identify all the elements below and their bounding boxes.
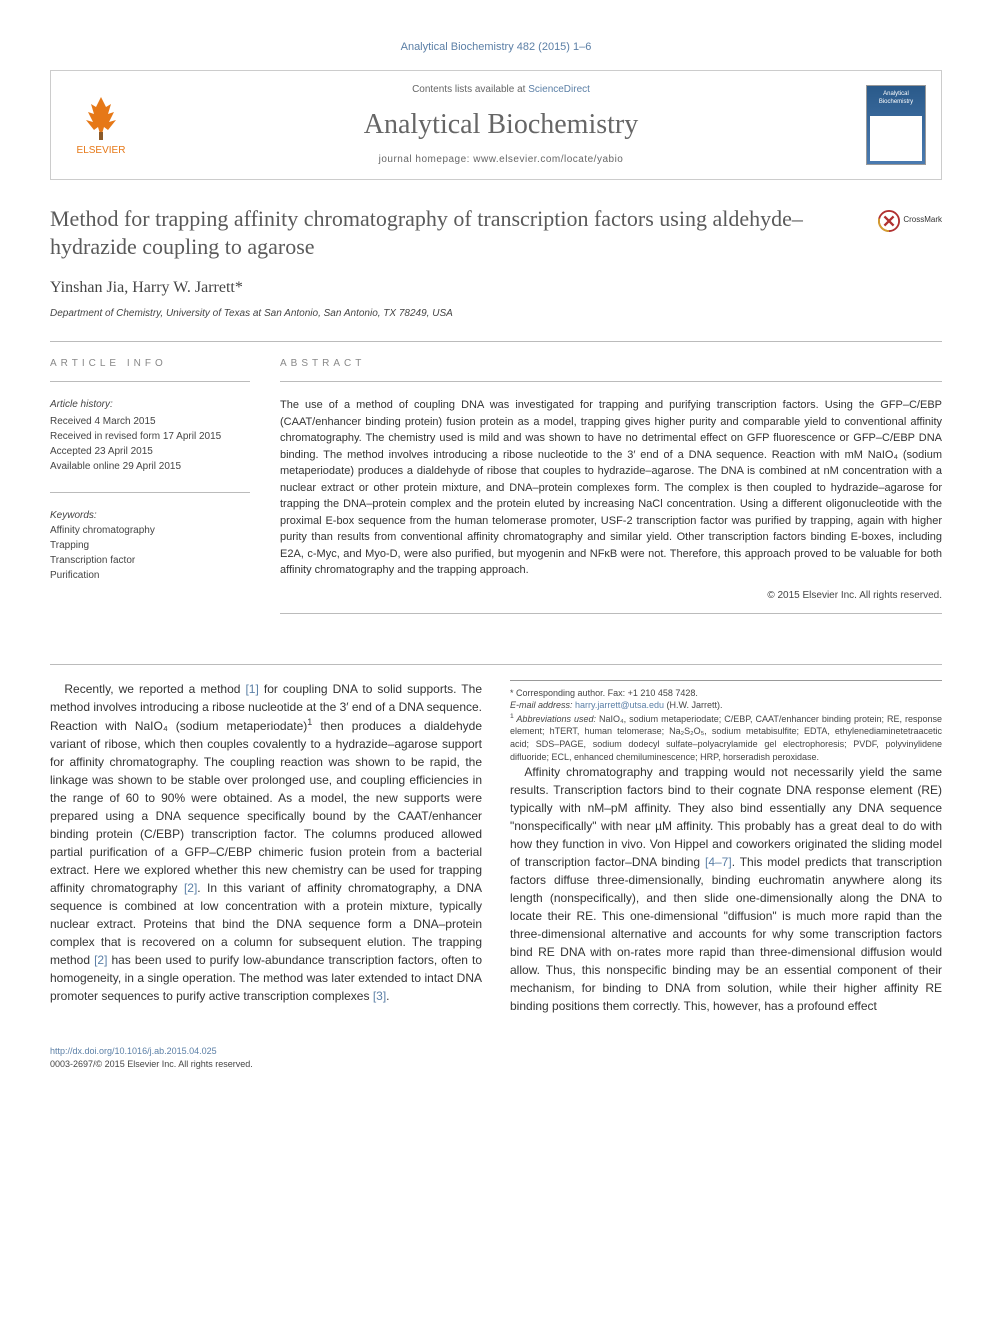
keyword: Trapping [50,538,250,553]
journal-reference: Analytical Biochemistry 482 (2015) 1–6 [50,40,942,55]
separator [50,341,942,342]
abstract-label: ABSTRACT [280,357,942,371]
citation-link[interactable]: [2] [94,953,107,967]
online-date: Available online 29 April 2015 [50,459,250,474]
abbreviations-footnote: 1 Abbreviations used: NaIO₄, sodium meta… [510,712,942,763]
keywords-label: Keywords: [50,510,97,521]
body-text: Recently, we reported a method [64,682,245,696]
citation-link[interactable]: [3] [373,989,386,1003]
accepted-date: Accepted 23 April 2015 [50,444,250,459]
history-label: Article history: [50,397,250,412]
footnotes: * Corresponding author. Fax: +1 210 458 … [510,680,942,764]
article-info-label: ARTICLE INFO [50,357,250,371]
homepage-label: journal homepage: [379,154,474,165]
body-paragraph: Affinity chromatography and trapping wou… [510,763,942,1015]
article-history: Article history: Received 4 March 2015 R… [50,397,250,474]
body-text: Affinity chromatography and trapping wou… [510,765,942,869]
authors: Yinshan Jia, Harry W. Jarrett* [50,277,942,299]
keyword: Purification [50,568,250,583]
keyword: Affinity chromatography [50,523,250,538]
homepage-url[interactable]: www.elsevier.com/locate/yabio [473,154,623,165]
email-label: E-mail address: [510,700,575,710]
contents-available-line: Contents lists available at ScienceDirec… [136,83,866,97]
crossmark-icon [878,210,900,232]
author-names: Yinshan Jia, Harry W. Jarrett [50,279,235,296]
homepage-line: journal homepage: www.elsevier.com/locat… [136,153,866,167]
email-author: (H.W. Jarrett). [664,700,723,710]
crossmark-badge[interactable]: CrossMark [878,210,942,232]
body-separator [50,664,942,665]
citation-link[interactable]: [1] [245,682,258,696]
journal-title: Analytical Biochemistry [136,105,866,144]
page-footer: http://dx.doi.org/10.1016/j.ab.2015.04.0… [50,1045,942,1070]
corresponding-marker: * [235,279,243,296]
header-center: Contents lists available at ScienceDirec… [136,83,866,166]
contents-text: Contents lists available at [412,84,528,95]
journal-header: ELSEVIER Contents lists available at Sci… [50,70,942,179]
body-text: then produces a dialdehyde variant of ri… [50,719,482,895]
abstract-copyright: © 2015 Elsevier Inc. All rights reserved… [280,589,942,603]
doi-link[interactable]: http://dx.doi.org/10.1016/j.ab.2015.04.0… [50,1046,217,1056]
keyword: Transcription factor [50,553,250,568]
body-text: . This model predicts that transcription… [510,855,942,1013]
keywords-block: Keywords: Affinity chromatography Trappi… [50,508,250,583]
citation-link[interactable]: [4–7] [705,855,732,869]
elsevier-logo[interactable]: ELSEVIER [66,92,136,158]
abstract-column: ABSTRACT The use of a method of coupling… [280,357,942,629]
article-body: Recently, we reported a method [1] for c… [50,680,942,1020]
info-abstract-row: ARTICLE INFO Article history: Received 4… [50,357,942,629]
abstract-separator [280,381,942,382]
elsevier-tree-icon [76,92,126,142]
elsevier-name: ELSEVIER [77,144,126,158]
citation-link[interactable]: [2] [184,881,197,895]
title-text: Method for trapping affinity chromatogra… [50,206,803,260]
affiliation: Department of Chemistry, University of T… [50,307,942,321]
abbr-label: Abbreviations used: [514,714,596,724]
article-title: Method for trapping affinity chromatogra… [50,205,942,262]
body-text: . [386,989,389,1003]
abstract-text: The use of a method of coupling DNA was … [280,397,942,579]
received-date: Received 4 March 2015 [50,414,250,429]
footnote-text: Corresponding author. Fax: +1 210 458 74… [514,688,698,698]
info-separator [50,381,250,382]
info-separator-2 [50,492,250,493]
email-link[interactable]: harry.jarrett@utsa.edu [575,700,664,710]
body-text: has been used to purify low-abundance tr… [50,953,482,1003]
revised-date: Received in revised form 17 April 2015 [50,429,250,444]
corresponding-author-footnote: * Corresponding author. Fax: +1 210 458 … [510,687,942,700]
body-paragraph: Recently, we reported a method [1] for c… [50,680,482,1005]
abstract-separator-2 [280,613,942,614]
email-footnote: E-mail address: harry.jarrett@utsa.edu (… [510,699,942,712]
cover-label: Analytical Biochemistry [870,90,922,107]
sciencedirect-link[interactable]: ScienceDirect [528,84,590,95]
issn-copyright: 0003-2697/© 2015 Elsevier Inc. All right… [50,1058,942,1071]
crossmark-label: CrossMark [903,215,942,225]
journal-cover-thumbnail[interactable]: Analytical Biochemistry [866,85,926,165]
article-info-column: ARTICLE INFO Article history: Received 4… [50,357,250,629]
